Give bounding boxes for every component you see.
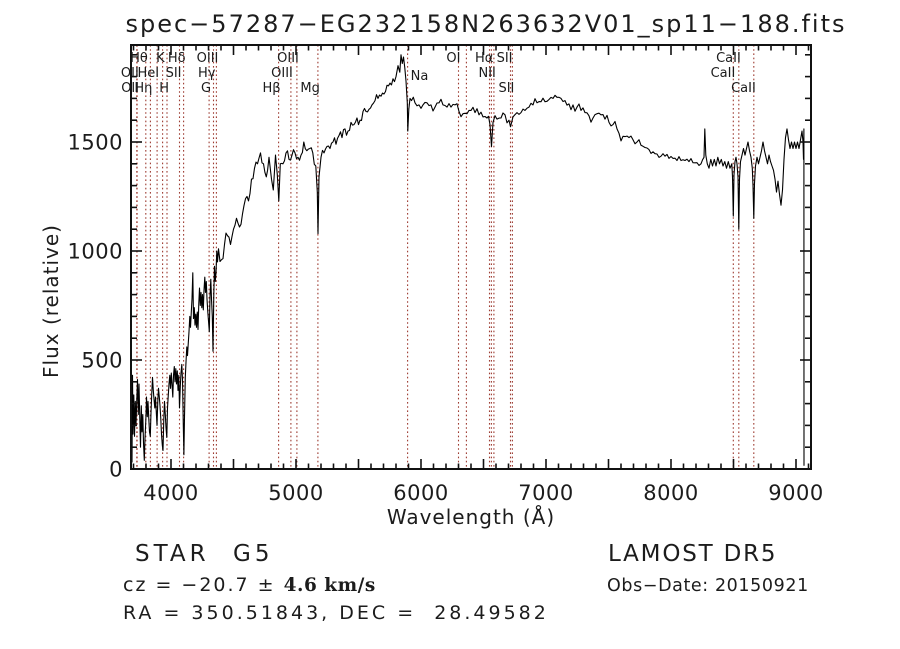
y-tick-label: 1500 [68,131,123,155]
survey-label: LAMOST DR5 [608,541,777,567]
cz-value: cz = −20.7 ± [123,574,284,596]
spectral-line-label: Na [411,69,429,84]
spectral-line-label: OI [446,51,460,66]
spectral-line-label: CaII [711,66,736,81]
object-subclass: G5 [233,541,273,567]
spectral-line-label: CaII [731,81,756,96]
spectral-line-label: Hα [475,51,493,66]
spectral-line-label: G [201,81,211,96]
spectral-line-label: Hη [134,81,152,96]
cz-error: 4.6 km/s [284,575,376,596]
y-tick-label: 0 [109,458,123,482]
spectral-line-label: CaII [716,51,741,66]
spectral-line-label: Hβ [263,81,281,96]
spectral-line-label: OIII [277,51,299,66]
y-tick-label: 500 [81,349,123,373]
spectral-line-label: Hγ [198,66,216,81]
obs-date-label: Obs−Date: 20150921 [607,576,809,596]
spectral-line-labels: OIIOIIHθHηHeIKHSIIHδGHγOIIIHβOIIIOIIIMgN… [121,51,756,96]
spectral-line-label: SII [498,81,514,96]
axes [130,44,812,470]
plot-title: spec−57287−EG232158N263632V01_sp11−188.f… [125,10,846,38]
spectrum-path [131,54,805,466]
spectral-line-label: OII [121,66,139,81]
spectral-line-label: OIII [271,66,293,81]
spectral-line-label: H [159,81,169,96]
spectral-line-label: Hδ [168,51,186,66]
x-tick-label: 6000 [393,481,448,505]
spectral-line-label: OII [121,81,139,96]
spectral-line-label: SII [497,51,513,66]
x-tick-label: 8000 [643,481,698,505]
spectral-line-label: NII [478,66,495,81]
object-class: STAR [135,541,210,567]
x-tick-label: 4000 [143,481,198,505]
spectral-line-label: HeI [137,66,159,81]
spectrum-trace [131,54,805,466]
spectral-line-label: Hθ [130,51,148,66]
spectral-line-label: OIII [197,51,219,66]
cz-line: cz = −20.7 ± 4.6 km/s [123,574,376,596]
axes-box [130,44,812,470]
x-tick-label: 5000 [268,481,323,505]
spectral-line-label: K [156,51,165,66]
ra-dec-line: RA = 350.51843, DEC = 28.49582 [123,602,549,624]
y-tick-label: 1000 [68,240,123,264]
y-axis-label: Flux (relative) [39,224,63,378]
x-axis-label: Wavelength (Å) [387,505,555,529]
spectral-line-label: Mg [300,81,319,96]
spectral-line-label: SII [166,66,182,81]
x-tick-label: 9000 [768,481,823,505]
object-class-line: STAR G5 [135,541,273,567]
x-tick-label: 7000 [518,481,573,505]
tick-labels: 4000 5000 6000 7000 8000 9000 0 500 1000 1500 [68,131,824,506]
